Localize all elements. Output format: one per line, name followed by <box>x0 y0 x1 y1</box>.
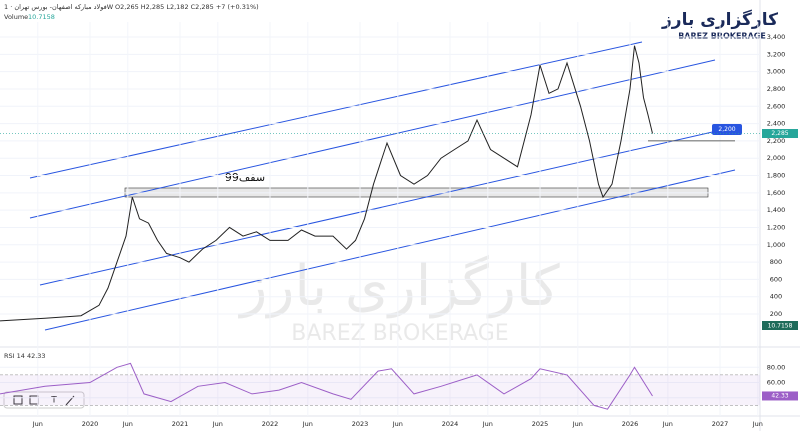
x-tick-label: 2020 <box>82 420 99 428</box>
y-tick-label: 3,000 <box>767 68 786 76</box>
y-tick-label: 800 <box>770 258 782 266</box>
y-tick-label: 1,800 <box>767 172 786 180</box>
x-tick-label: Jun <box>32 420 43 428</box>
x-tick-label: 2023 <box>352 420 369 428</box>
x-tick-label: Jun <box>662 420 673 428</box>
x-tick-label: 2025 <box>532 420 549 428</box>
x-tick-label: 2021 <box>172 420 189 428</box>
level-label: 2,200 <box>718 126 735 133</box>
x-tick-label: Jun <box>752 420 763 428</box>
x-tick-label: Jun <box>392 420 403 428</box>
pane-title: RSI 14 42.33 <box>4 352 46 360</box>
logo-en: BAREZ BROKERAGE <box>678 32 766 41</box>
x-tick-label: Jun <box>212 420 223 428</box>
watermark-en: BAREZ BROKERAGE <box>291 321 508 346</box>
volume-value: 10.7158 <box>28 13 55 21</box>
y-tick-label: 3,200 <box>767 50 786 58</box>
annotation: سقف99 <box>225 171 265 184</box>
value-tag <box>762 391 798 401</box>
y-tick-label: 200 <box>770 310 782 318</box>
channel-line <box>29 59 716 219</box>
tool-icon[interactable]: T <box>50 396 57 406</box>
y-tick-label: 1,400 <box>767 206 786 214</box>
watermark-text: کارگزاری بارز <box>237 254 560 319</box>
x-tick-label: Jun <box>572 420 583 428</box>
x-tick-label: 2022 <box>262 420 279 428</box>
header-ohlc: O2,265 H2,285 L2,182 C2,285 +7 (+0.31%) <box>115 3 259 11</box>
watermark: کارگزاری بارز BAREZ BROKERAGE <box>237 254 560 346</box>
volume-label: Volume <box>4 13 28 21</box>
y-tick-label: 1,000 <box>767 241 786 249</box>
volume-tag <box>762 321 798 330</box>
x-tick-label: Jun <box>482 420 493 428</box>
series-line <box>0 45 653 322</box>
last-price-tag <box>762 129 798 139</box>
y-tick-label: 2,600 <box>767 102 786 110</box>
y-tick-label: 600 <box>770 275 782 283</box>
channel-line <box>39 127 731 286</box>
header-title: فولاد مبارکه اصفهان- بورس تهران · 1W <box>4 3 114 11</box>
y-tick-label: 3,400 <box>767 33 786 41</box>
rsi-band <box>0 374 760 406</box>
tool-icon[interactable] <box>13 395 23 405</box>
value-label: 42.33 <box>771 392 788 399</box>
y-tick-label: 2,000 <box>767 154 786 162</box>
y-tick-label: 60.00 <box>767 379 786 387</box>
y-tick-label: 1,200 <box>767 223 786 231</box>
y-tick-label: 1,600 <box>767 189 786 197</box>
last-price-label: 2,285 <box>771 130 788 137</box>
x-tick-label: Jun <box>122 420 133 428</box>
x-tick-label: 2026 <box>622 420 639 428</box>
y-tick-label: 2,800 <box>767 85 786 93</box>
level-tag <box>712 124 742 135</box>
y-tick-label: 2,400 <box>767 120 786 128</box>
series-line <box>0 362 653 410</box>
toolbar <box>3 391 85 409</box>
y-tick-label: 2,200 <box>767 137 786 145</box>
x-tick-label: Jun <box>302 420 313 428</box>
volume-tag-text: 10.7158 <box>768 323 793 330</box>
y-tick-label: 80.00 <box>767 363 786 371</box>
x-tick-label: 2027 <box>712 420 729 428</box>
x-tick-label: 2024 <box>442 420 459 428</box>
channel-line <box>44 169 736 331</box>
logo: کارگزاری بارز <box>661 9 778 30</box>
y-tick-label: 400 <box>770 293 782 301</box>
